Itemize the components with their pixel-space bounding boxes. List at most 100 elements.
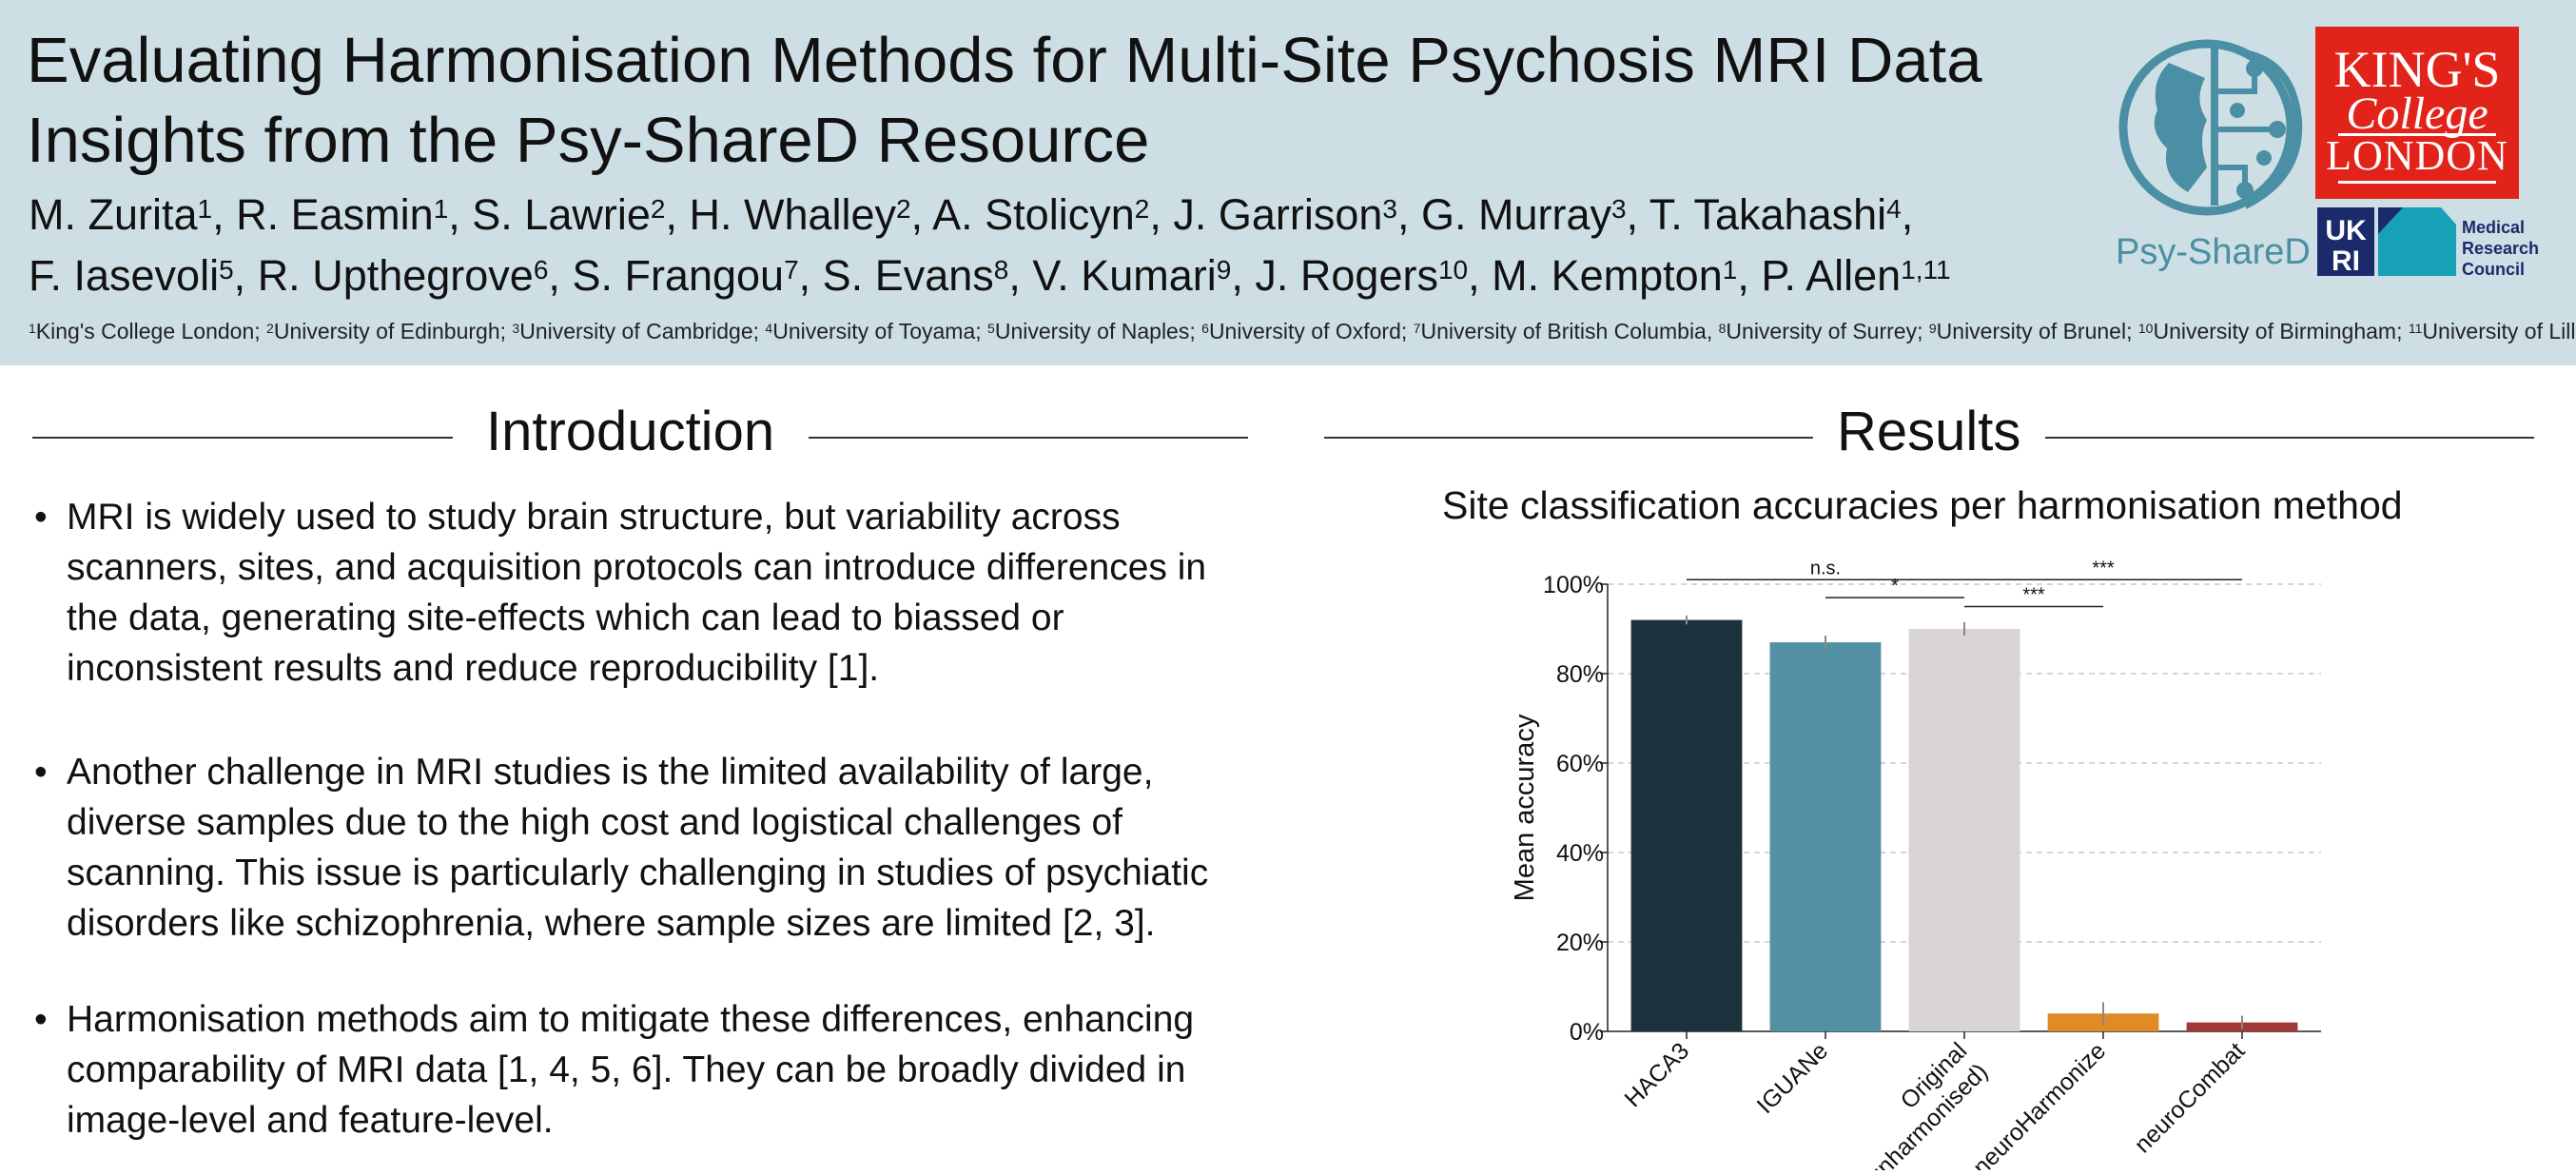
affiliation-name: University of Oxford — [1208, 319, 1401, 343]
title-line-2: Insights from the Psy-ShareD Resource — [27, 105, 1150, 176]
ukri-mrc-logo-icon: UK RI — [2317, 207, 2456, 277]
author-name: M. Kempton — [1492, 251, 1723, 300]
bullet-dot: • — [34, 497, 48, 538]
mrc-line-1: Medical — [2462, 218, 2526, 237]
author-name-affiliation-number: 8 — [993, 255, 1009, 284]
affiliation-name: King's College London — [35, 319, 255, 343]
psy-shared-logo-icon — [2118, 39, 2303, 216]
author-name-affiliation-number: 9 — [1216, 255, 1232, 284]
affiliation-name: University of Surrey — [1726, 319, 1918, 343]
author-line-2: F. Iasevoli5, R. Upthegrove6, S. Frangou… — [29, 251, 1951, 300]
significance-label: *** — [2022, 585, 2045, 606]
author-name: G. Murray — [1420, 190, 1612, 239]
mrc-line-2: Research — [2462, 239, 2540, 258]
affiliations: 1King's College London; 2University of E… — [29, 317, 2576, 345]
bullet-text: Another challenge in MRI studies is the … — [67, 752, 1209, 944]
author-name: S. Lawrie — [472, 190, 651, 239]
affiliation-name: University of Lille — [2422, 319, 2576, 343]
author-name: M. Zurita — [29, 190, 198, 239]
affiliation-name: University of Edinburgh — [273, 319, 500, 343]
affiliation-name: University of Cambridge — [519, 319, 753, 343]
poster-title: Evaluating Harmonisation Methods for Mul… — [27, 21, 1981, 181]
y-tick-label: 0% — [1570, 1019, 1604, 1046]
author-name-affiliation-number: 2 — [650, 194, 666, 224]
affiliation-number: 2 — [266, 321, 274, 336]
bullet-dot: • — [34, 999, 48, 1040]
y-axis-label: Mean accuracy — [1510, 714, 1540, 901]
affiliation-number: 7 — [1413, 321, 1421, 336]
affiliation-number: 4 — [765, 321, 773, 336]
author-name: P. Allen — [1761, 251, 1902, 300]
poster-header: Evaluating Harmonisation Methods for Mul… — [0, 0, 2576, 365]
intro-rule-right — [809, 437, 1248, 439]
author-name-affiliation-number: 3 — [1611, 194, 1627, 224]
affiliation-name: University of British Columbia — [1420, 319, 1707, 343]
kcl-line-2: College — [2346, 88, 2488, 139]
y-tick-label: 40% — [1556, 840, 1604, 867]
affiliation-number: 3 — [512, 321, 520, 336]
bullet-text: Harmonisation methods aim to mitigate th… — [67, 999, 1195, 1141]
y-tick-label: 100% — [1543, 572, 1604, 598]
kcl-divider — [2338, 133, 2496, 136]
mrc-line-3: Council — [2462, 260, 2525, 279]
x-tick-label: IGUANe — [1752, 1037, 1834, 1119]
affiliation-number: 8 — [1718, 321, 1727, 336]
author-name: H. Whalley — [689, 190, 897, 239]
author-name-affiliation-number: 4 — [1886, 194, 1902, 224]
affiliation-name: University of Naples — [994, 319, 1190, 343]
mrc-label: Medical Research Council — [2462, 217, 2539, 280]
results-rule-left — [1324, 437, 1813, 439]
kcl-line-3: LONDON — [2326, 132, 2508, 179]
significance-label: * — [1891, 576, 1899, 597]
chart-title: Site classification accuracies per harmo… — [1442, 483, 2403, 527]
y-tick-label: 20% — [1556, 930, 1604, 956]
affiliation-number: 10 — [2137, 321, 2154, 336]
bullet-text: MRI is widely used to study brain struct… — [67, 497, 1207, 689]
title-line-1: Evaluating Harmonisation Methods for Mul… — [27, 25, 1982, 96]
affiliation-number: 6 — [1201, 321, 1209, 336]
author-name-affiliation-number: 1 — [433, 194, 449, 224]
results-rule-right — [2045, 437, 2534, 439]
x-tick-label: neuroCombat — [2129, 1037, 2250, 1158]
kcl-line-1: KING'S — [2333, 41, 2501, 98]
author-name-affiliation-number: 1 — [197, 194, 213, 224]
affiliation-number: 5 — [987, 321, 995, 336]
author-name-affiliation-number: 3 — [1382, 194, 1397, 224]
affiliation-number: 9 — [1928, 321, 1937, 336]
author-name-affiliation-number: 2 — [1134, 194, 1150, 224]
kcl-logo: KING'S College LONDON — [2315, 27, 2519, 199]
author-name-affiliation-number: 1,11 — [1901, 255, 1951, 284]
psy-shared-label: Psy-ShareD — [2116, 232, 2311, 272]
x-tick-label: HACA3 — [1619, 1037, 1694, 1112]
author-name: A. Stolicyn — [932, 190, 1135, 239]
author-name-affiliation-number: 10 — [1437, 255, 1469, 284]
intro-bullet-1: • MRI is widely used to study brain stru… — [34, 492, 1271, 694]
affiliation-name: University of Brunel — [1936, 319, 2127, 343]
author-name-affiliation-number: 6 — [533, 255, 549, 284]
author-line-1: M. Zurita1, R. Easmin1, S. Lawrie2, H. W… — [29, 190, 1914, 239]
intro-bullet-2: • Another challenge in MRI studies is th… — [34, 747, 1271, 949]
author-name-affiliation-number: 7 — [784, 255, 799, 284]
results-heading: Results — [1837, 401, 2021, 462]
author-name: F. Iasevoli — [29, 251, 220, 300]
significance-label: *** — [2092, 558, 2115, 578]
bar — [1908, 629, 2020, 1031]
y-tick-label: 80% — [1556, 661, 1604, 688]
author-name: V. Kumari — [1032, 251, 1217, 300]
affiliation-number: 11 — [2408, 321, 2423, 336]
author-name: R. Easmin — [236, 190, 434, 239]
author-name: J. Rogers — [1255, 251, 1438, 300]
bar-chart: 0% 20% 40% 60% 80% 100% Mean accuracy HACA3 IGUA… — [1510, 558, 2321, 1170]
intro-heading: Introduction — [486, 401, 775, 462]
intro-rule-left — [32, 437, 453, 439]
author-name: R. Upthegrove — [257, 251, 534, 300]
author-name: S. Evans — [822, 251, 994, 300]
author-name: J. Garrison — [1173, 190, 1383, 239]
author-list: M. Zurita1, R. Easmin1, S. Lawrie2, H. W… — [29, 185, 1951, 306]
author-name: T. Takahashi — [1649, 190, 1887, 239]
affiliation-name: University of Birmingham — [2153, 319, 2397, 343]
significance-label: n.s. — [1810, 558, 1841, 578]
svg-text:UK: UK — [2325, 215, 2367, 246]
affiliation-name: University of Toyama — [772, 319, 976, 343]
svg-text:RI: RI — [2332, 245, 2360, 277]
